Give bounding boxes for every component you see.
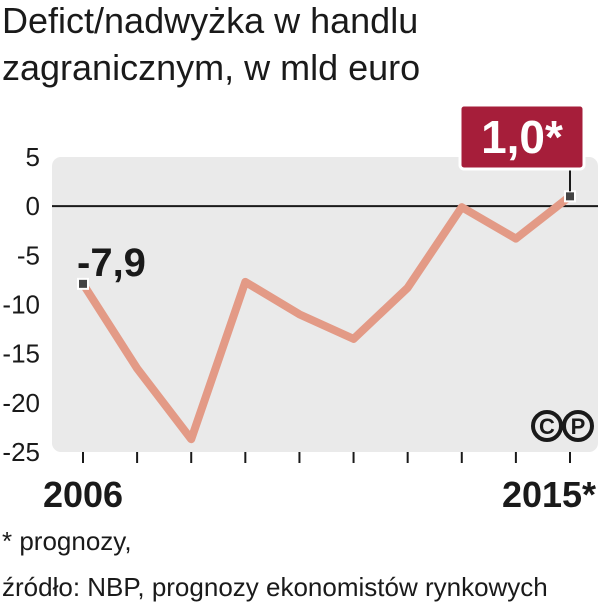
copyright-logo: C P — [531, 410, 594, 442]
y-tick-label: -5 — [17, 240, 40, 270]
data-label-first: -7,9 — [77, 241, 146, 285]
svg-text:P: P — [571, 414, 586, 439]
y-tick-label: -25 — [2, 437, 40, 467]
y-tick-label: 0 — [26, 191, 40, 221]
x-tick-label-first: 2006 — [43, 474, 123, 515]
footnote-source: źródło: NBP, prognozy ekonomistów rynkow… — [2, 572, 548, 602]
x-tick-label-last: 2015* — [502, 474, 596, 515]
data-point-marker — [77, 277, 89, 290]
data-label-last: 1,0* — [481, 111, 563, 163]
y-tick-label: -15 — [2, 339, 40, 369]
plot-area — [52, 157, 598, 452]
y-tick-label: 5 — [26, 142, 40, 172]
chart-title-line-1: Defict/nadwyżka w handlu — [2, 0, 418, 41]
chart-title-line-2: zagranicznym, w mld euro — [2, 47, 420, 88]
y-tick-label: -20 — [2, 388, 40, 418]
svg-text:C: C — [539, 414, 555, 439]
y-tick-label: -10 — [2, 290, 40, 320]
series-line — [79, 192, 574, 444]
highlight-box — [458, 103, 586, 171]
data-point-marker — [564, 190, 576, 203]
footnote-prognozy: * prognozy, — [2, 526, 132, 556]
